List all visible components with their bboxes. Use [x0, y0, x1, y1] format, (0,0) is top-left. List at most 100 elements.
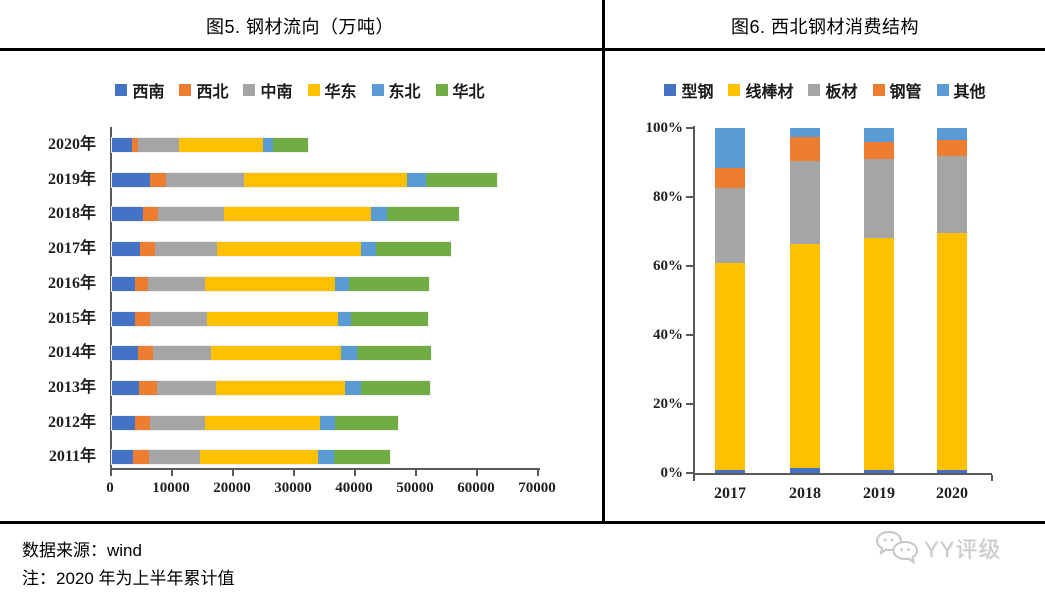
bar-segment: [216, 242, 361, 257]
x-axis-tick-label: 60000: [457, 480, 495, 496]
legend-swatch: [936, 84, 949, 96]
legend-item: 钢管: [872, 78, 922, 102]
bar-segment: [158, 207, 225, 222]
stacked-bar-row: [112, 346, 431, 361]
bar-segment: [149, 172, 166, 187]
footnote-text: 注：2020 年为上半年累计值: [22, 569, 235, 588]
year-label: 2020年: [47, 136, 96, 153]
x-axis-tick-label: 70000: [518, 480, 556, 496]
figure6-title: 图6. 西北钢材消费结构: [730, 17, 919, 37]
year-label: 2017: [714, 485, 746, 502]
legend-item: 其他: [936, 78, 986, 102]
stacked-bar-row: [112, 276, 429, 291]
bar-segment: [147, 276, 205, 291]
column-segment: [937, 155, 967, 234]
bar-segment: [204, 415, 320, 430]
year-label: 2013年: [47, 378, 96, 396]
x-axis-tick: [171, 470, 173, 476]
bar-segment: [199, 450, 318, 465]
legend-label: 华东: [324, 84, 357, 101]
legend-swatch: [664, 84, 677, 96]
x-axis-tick: [293, 470, 295, 476]
y-axis-tick-label: 40%: [653, 327, 683, 343]
x-axis-tick: [537, 470, 539, 476]
x-axis-line: [693, 473, 992, 475]
stacked-bar-row: [112, 450, 391, 465]
footer-rule: [0, 521, 1045, 524]
column-segment: [864, 141, 894, 160]
x-axis-tick-label: 20000: [213, 480, 251, 496]
bar-segment: [154, 242, 217, 257]
y-axis-tick-label: 60%: [653, 258, 683, 274]
bar-segment: [207, 311, 338, 326]
chat-bubbles-icon: [874, 529, 920, 567]
bar-segment: [131, 138, 139, 152]
bar-segment: [157, 380, 216, 395]
header-rule: [0, 48, 1045, 51]
bar-segment: [351, 311, 428, 326]
x-axis-tick: [110, 470, 112, 476]
x-axis-tick-label: 10000: [152, 480, 190, 496]
bar-segment: [371, 207, 388, 222]
figure5-legend: 西南 西北 中南 华东 东北 华北: [0, 78, 600, 102]
legend-item: 东北: [371, 78, 421, 102]
legend-label: 东北: [388, 84, 421, 101]
bar-segment: [112, 242, 141, 257]
stacked-bar-row: [112, 138, 309, 152]
year-label: 2016年: [47, 274, 96, 292]
column-segment: [715, 262, 745, 470]
bar-segment: [138, 138, 180, 152]
bar-segment: [139, 380, 158, 395]
legend-swatch: [728, 84, 741, 96]
bar-segment: [143, 207, 159, 222]
year-label: 2019: [863, 485, 895, 502]
panel-divider: [602, 0, 605, 524]
bar-segment: [341, 346, 357, 361]
bar-segment: [140, 242, 155, 257]
stacked-bar-row: [112, 311, 428, 326]
bar-segment: [112, 172, 150, 187]
y-axis-tick: [686, 196, 693, 198]
stacked-bar-row: [112, 415, 399, 430]
legend-label: 西北: [196, 84, 229, 101]
bar-segment: [319, 415, 336, 430]
legend-swatch: [872, 84, 885, 96]
column-segment: [864, 238, 894, 470]
y-axis-tick-label: 80%: [653, 189, 683, 205]
x-axis-tick: [354, 470, 356, 476]
brand-logo: YY评级: [874, 529, 1001, 567]
year-label: 2014年: [47, 344, 96, 362]
legend-item: 西北: [179, 78, 228, 102]
column-segment: [937, 140, 967, 156]
bar-segment: [148, 450, 200, 465]
x-axis-tick: [232, 470, 234, 476]
x-axis-end-tick: [991, 475, 993, 481]
figure6-legend: 型钢 线棒材 板材 钢管 其他: [605, 78, 1045, 102]
x-axis-tick-label: 0: [106, 480, 114, 496]
column-segment: [937, 469, 967, 473]
bar-segment: [204, 276, 336, 291]
x-axis-end-tick: [693, 475, 695, 481]
bar-segment: [224, 207, 372, 222]
bar-segment: [149, 311, 208, 326]
bar-segment: [133, 450, 149, 465]
bar-segment: [165, 172, 244, 187]
bar-segment: [150, 415, 205, 430]
bar-segment: [361, 380, 431, 395]
x-axis-line: [110, 468, 540, 470]
bar-segment: [112, 138, 132, 152]
column-segment: [790, 160, 820, 244]
x-axis-tick: [415, 470, 417, 476]
legend-swatch: [307, 84, 320, 96]
bar-segment: [356, 346, 431, 361]
bar-segment: [152, 346, 211, 361]
legend-label: 其他: [953, 84, 986, 101]
column-segment: [937, 128, 967, 141]
bar-segment: [135, 276, 148, 291]
legend-swatch: [435, 84, 448, 96]
bar-segment: [273, 138, 309, 152]
bar-segment: [135, 415, 151, 430]
legend-label: 板材: [825, 84, 858, 101]
bar-segment: [112, 311, 136, 326]
